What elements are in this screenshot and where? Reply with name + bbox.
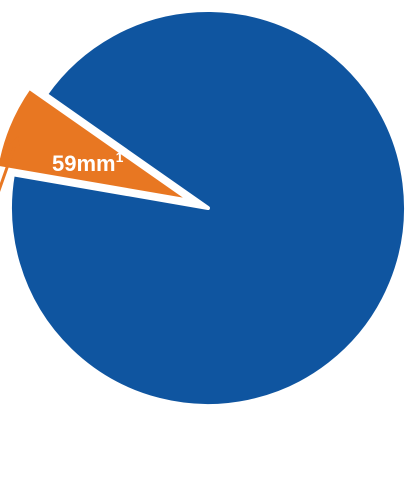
slice-label-main: 59mm1 bbox=[52, 149, 124, 176]
callout-arrow bbox=[0, 135, 20, 193]
pie-slice-0 bbox=[8, 8, 405, 408]
slice-label-superscript: 1 bbox=[116, 149, 124, 165]
callout-arrow-head bbox=[8, 135, 20, 149]
slice-label-value: 59mm bbox=[52, 151, 116, 176]
pie-slice-1 bbox=[0, 85, 194, 204]
pie-slices bbox=[0, 8, 405, 408]
callout-arrow-line bbox=[0, 145, 16, 193]
